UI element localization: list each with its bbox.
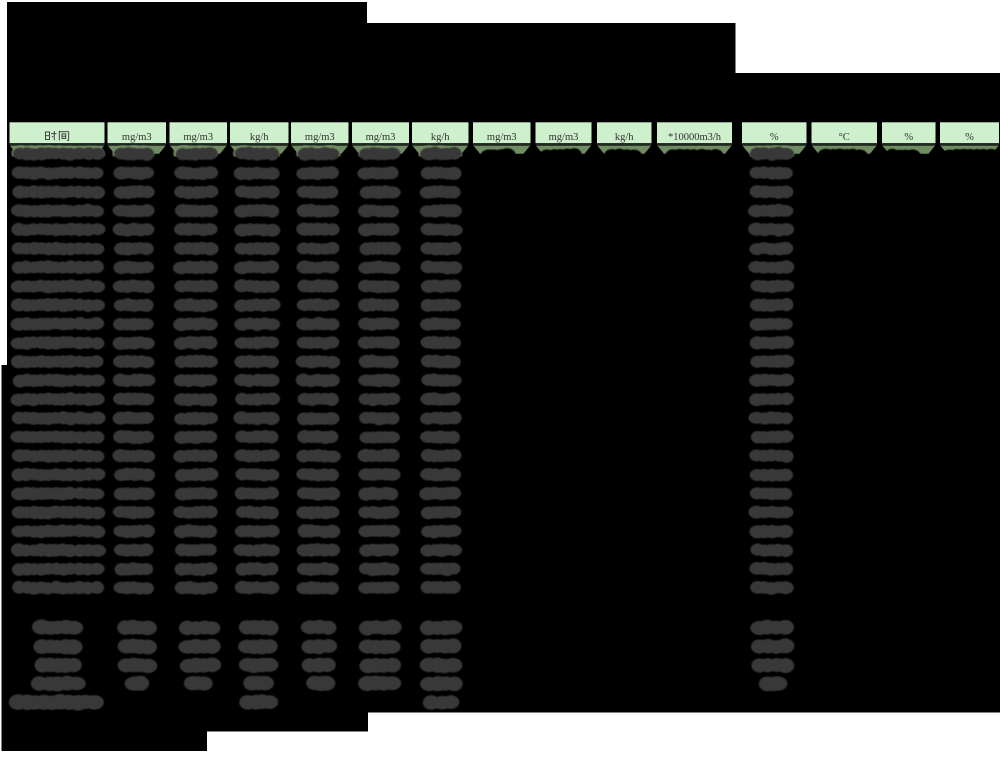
svg-text:%: % <box>770 132 779 143</box>
svg-text:mg/m3: mg/m3 <box>487 132 517 143</box>
svg-text:kg/h: kg/h <box>615 132 634 143</box>
svg-text:mg/m3: mg/m3 <box>183 132 213 143</box>
svg-text:°C: °C <box>839 132 850 143</box>
svg-text:mg/m3: mg/m3 <box>549 132 579 143</box>
svg-text:mg/m3: mg/m3 <box>122 132 152 143</box>
svg-text:kg/h: kg/h <box>431 132 450 143</box>
svg-text:mg/m3: mg/m3 <box>305 132 335 143</box>
svg-text:*10000m3/h: *10000m3/h <box>668 132 722 143</box>
svg-text:%: % <box>965 132 974 143</box>
svg-text:mg/m3: mg/m3 <box>366 132 396 143</box>
svg-text:kg/h: kg/h <box>250 132 269 143</box>
svg-text:%: % <box>904 132 913 143</box>
